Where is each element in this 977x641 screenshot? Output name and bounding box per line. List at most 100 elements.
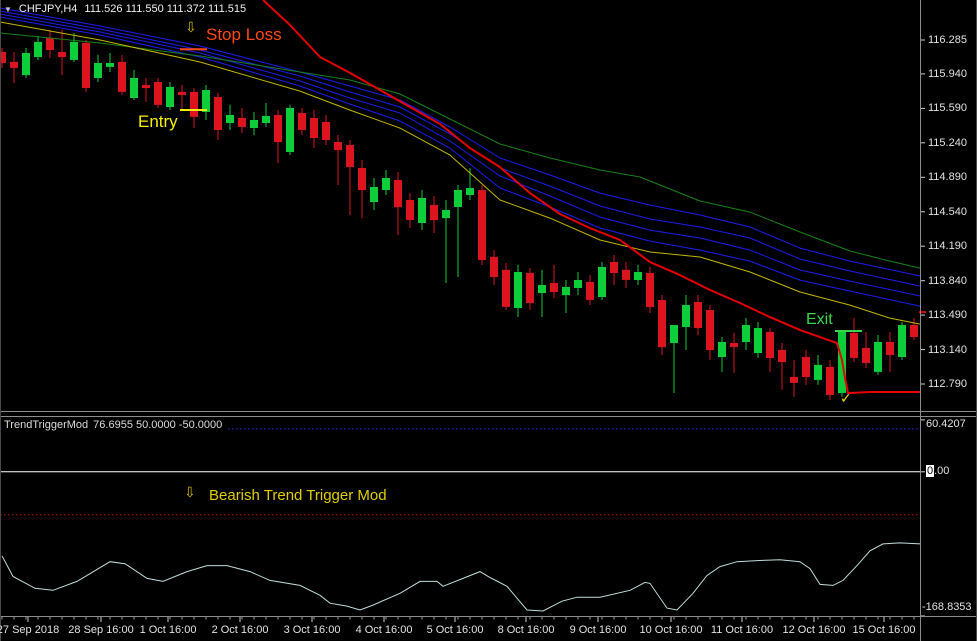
candle-body [502, 269, 510, 307]
chart-ohlc-values: 111.526 111.550 111.372 111.515 [84, 3, 247, 15]
candle-body [634, 272, 642, 280]
candle-body [694, 302, 702, 328]
bearish-signal-label: Bearish Trend Trigger Mod [209, 487, 387, 504]
candle-body [130, 78, 138, 98]
candle-body [346, 145, 354, 167]
candle-body [802, 357, 810, 377]
candle-body [166, 86, 174, 107]
candle-body [598, 267, 606, 297]
candle-body [874, 342, 882, 372]
candle-body [646, 273, 654, 307]
candle-body [670, 325, 678, 343]
candle-body [94, 63, 102, 78]
candle-body [658, 300, 666, 348]
candle-body [106, 63, 114, 67]
time-axis[interactable]: 27 Sep 2018 28 Sep 16:00 1 Oct 16:00 2 Oct … [0, 622, 977, 641]
trail-stop-red [262, 0, 920, 395]
indicator-axis-min: -168.8353 [922, 601, 972, 613]
candle-body [238, 118, 246, 127]
candle-body [526, 273, 534, 303]
candle-body [778, 350, 786, 362]
entry-label: Entry [138, 112, 178, 131]
candle-body [286, 108, 294, 152]
candle-body [574, 280, 582, 288]
candle-body [886, 342, 894, 355]
candle-body [262, 116, 270, 123]
time-axis-label: 15 Oct 16:00 [852, 624, 916, 636]
candle-body [682, 305, 690, 327]
candle-body [34, 41, 42, 57]
candle-body [814, 364, 822, 380]
candle-body [454, 190, 462, 207]
time-axis-label: 9 Oct 16:00 [569, 624, 627, 636]
candle-body [910, 325, 918, 337]
ma-blue-2 [0, 10, 921, 287]
candle-body [22, 53, 30, 76]
time-axis-label: 4 Oct 16:00 [355, 624, 413, 636]
indicator-axis-zero: 0.00 [926, 465, 949, 477]
candle-body [70, 41, 78, 60]
candle-body [118, 61, 126, 92]
ma-blue-3 [0, 13, 921, 297]
candle-body [10, 61, 18, 68]
candle-body [46, 38, 54, 50]
time-axis-label: 1 Oct 16:00 [139, 624, 197, 636]
candle-body [58, 52, 66, 57]
time-axis-label: 27 Sep 2018 [0, 624, 60, 636]
candle-body [382, 178, 390, 190]
candle-body [202, 90, 210, 112]
trend-trigger-line [1, 542, 921, 612]
candle-body [190, 91, 198, 117]
time-axis-label: 10 Oct 16:00 [639, 624, 703, 636]
candle-body [742, 325, 750, 342]
time-axis-label: 28 Sep 16:00 [68, 624, 134, 636]
candle-body [478, 190, 486, 260]
candle-body [562, 287, 570, 296]
candle-body [622, 269, 630, 280]
candle-body [442, 210, 450, 219]
candle-body [730, 343, 738, 347]
indicator-zero-box: 0 [926, 465, 935, 477]
candle-body [0, 52, 6, 63]
ma-blue-4 [0, 16, 921, 307]
candle-body [406, 200, 414, 220]
candle-body [274, 115, 282, 142]
candle-body [154, 82, 162, 105]
indicator-name: TrendTriggerMod [4, 419, 89, 431]
candle-body [550, 283, 558, 292]
candle-body [142, 85, 150, 89]
stop-loss-arrow-icon: ⇩ [185, 20, 197, 36]
candle-body [358, 168, 366, 190]
time-axis-label: 8 Oct 16:00 [497, 624, 555, 636]
candle-body [226, 115, 234, 123]
candle-body [214, 97, 222, 130]
exit-label: Exit [806, 311, 833, 328]
ma-green [0, 32, 921, 269]
candle-body [490, 256, 498, 277]
candle-body [466, 188, 474, 195]
indicator-values: 76.6955 50.0000 -50.0000 [93, 419, 223, 431]
bearish-arrow-icon: ⇩ [184, 485, 196, 501]
candle-body [298, 113, 306, 130]
candle-body [586, 282, 594, 300]
candle-body [766, 332, 774, 358]
time-axis-label: 12 Oct 16:00 [782, 624, 846, 636]
chart-header: ▼ CHFJPY,H4 111.526 111.550 111.372 111.… [4, 3, 246, 15]
time-axis-label: 3 Oct 16:00 [283, 624, 341, 636]
candle-body [610, 262, 618, 273]
candle-body [418, 198, 426, 223]
candle-body [82, 42, 90, 88]
time-axis-label: 2 Oct 16:00 [211, 624, 269, 636]
time-axis-label: 11 Oct 16:00 [710, 624, 774, 636]
ma-blue-1 [0, 7, 921, 277]
candle-body [322, 122, 330, 140]
time-axis-label: 5 Oct 16:00 [426, 624, 484, 636]
candle-body [718, 342, 726, 357]
symbol-dropdown-icon[interactable]: ▼ [4, 4, 12, 14]
candle-body [754, 328, 762, 353]
candle-body [514, 272, 522, 308]
candle-body [430, 205, 438, 221]
candle-body [706, 310, 714, 350]
